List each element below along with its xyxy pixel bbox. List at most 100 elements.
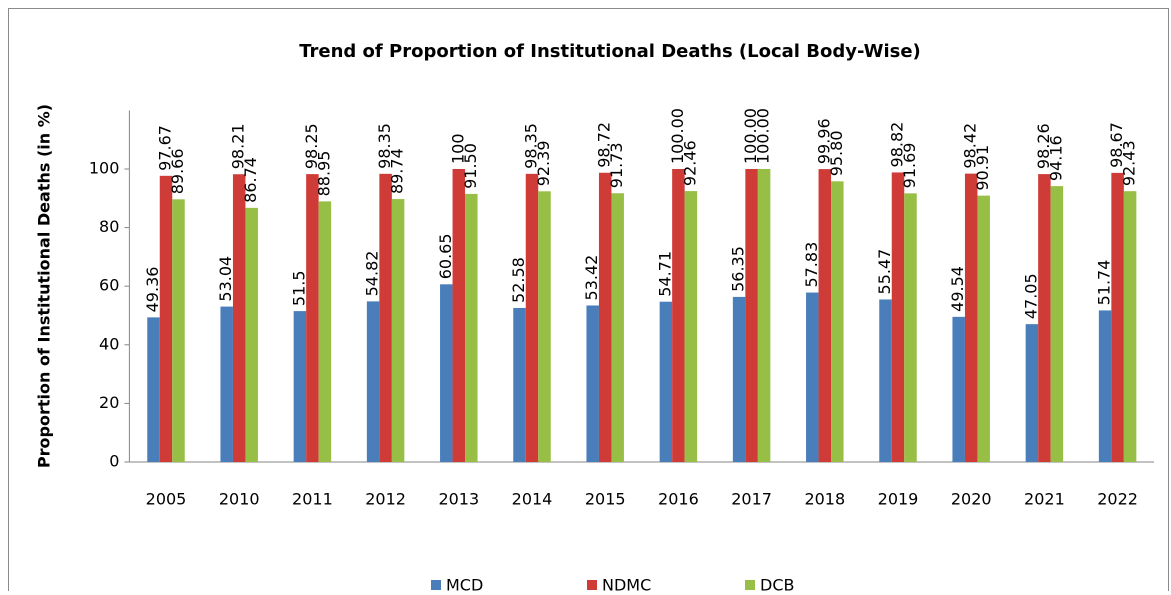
y-tick-label: 100 (89, 159, 120, 178)
data-label: 100.00 (668, 108, 687, 164)
data-label: 98.25 (302, 123, 321, 169)
data-label: 55.47 (875, 249, 894, 295)
bar (1050, 186, 1064, 462)
data-label: 95.80 (827, 130, 846, 176)
data-label: 54.82 (363, 251, 382, 297)
bar (598, 172, 612, 462)
x-tick-label: 2012 (365, 490, 406, 509)
legend-swatch (745, 580, 755, 590)
x-tick-label: 2020 (951, 490, 992, 509)
bar (757, 169, 771, 462)
y-tick-label: 80 (99, 217, 119, 236)
x-tick-label: 2014 (512, 490, 553, 509)
x-tick-label: 2011 (292, 490, 333, 509)
bar (952, 316, 965, 462)
bar (379, 173, 392, 462)
bar (1098, 310, 1112, 462)
data-label: 99.96 (814, 118, 833, 164)
data-label: 53.42 (582, 255, 601, 301)
x-tick-label: 2022 (1097, 490, 1138, 509)
legend-label: MCD (446, 576, 483, 592)
data-label: 49.36 (143, 267, 162, 313)
data-label: 54.71 (655, 251, 674, 297)
bar (586, 305, 599, 462)
data-label: 91.73 (607, 142, 626, 188)
bar (745, 169, 758, 462)
bar (904, 193, 917, 462)
data-label: 92.43 (1120, 140, 1139, 186)
y-tick-label: 20 (99, 393, 119, 412)
x-tick-label: 2021 (1024, 490, 1065, 509)
data-label: 94.16 (1046, 135, 1065, 181)
data-label: 100.00 (754, 108, 773, 164)
bar (891, 172, 905, 462)
bar (1111, 172, 1124, 462)
data-label: 92.39 (534, 140, 553, 186)
bar (465, 193, 478, 462)
bar (818, 169, 832, 463)
data-label: 51.5 (289, 270, 308, 306)
x-tick-label: 2005 (146, 490, 187, 509)
legend-swatch (431, 580, 441, 590)
data-label: 100 (448, 133, 467, 164)
data-label: 89.74 (388, 148, 407, 194)
bar (879, 299, 892, 462)
legend-label: NDMC (602, 576, 651, 592)
bar (1025, 324, 1039, 462)
bar (659, 301, 673, 462)
legend-label: DCB (760, 576, 794, 592)
bar (306, 174, 319, 462)
data-label: 98.82 (888, 122, 907, 168)
bar (245, 207, 258, 462)
data-label: 98.35 (522, 123, 541, 169)
data-label: 98.72 (595, 122, 614, 168)
bar (611, 193, 624, 463)
bar (831, 181, 844, 462)
data-label: 98.35 (375, 123, 394, 169)
data-label: 91.50 (461, 143, 480, 189)
data-label: 92.46 (680, 140, 699, 186)
y-tick-label: 60 (99, 276, 119, 295)
x-tick-label: 2016 (658, 490, 699, 509)
data-label: 86.74 (241, 157, 260, 203)
bar (732, 296, 746, 462)
bar (147, 317, 160, 462)
bar (525, 173, 539, 462)
legend-swatch (587, 580, 597, 590)
x-tick-label: 2013 (438, 490, 479, 509)
bar (684, 191, 698, 462)
data-label: 90.91 (973, 145, 992, 191)
data-label: 47.05 (1021, 273, 1040, 319)
data-label: 49.54 (948, 266, 967, 312)
y-tick-label: 40 (99, 334, 119, 353)
chart-title: Trend of Proportion of Institutional Dea… (299, 41, 921, 62)
data-label: 60.65 (436, 233, 455, 279)
x-tick-label: 2017 (731, 490, 772, 509)
bar (538, 191, 551, 462)
bar (806, 292, 819, 462)
bar (172, 199, 185, 462)
data-label: 97.67 (156, 125, 175, 171)
x-tick-label: 2018 (804, 490, 845, 509)
data-label: 98.42 (961, 123, 980, 169)
data-label: 98.21 (229, 123, 248, 169)
bar (452, 169, 466, 462)
bar (440, 284, 453, 462)
data-label: 57.83 (802, 242, 821, 288)
data-label: 52.58 (509, 257, 528, 303)
y-tick-label: 0 (109, 452, 119, 471)
bar (672, 169, 685, 462)
x-tick-label: 2019 (878, 490, 919, 509)
data-label: 100.00 (741, 108, 760, 164)
bar (1123, 191, 1137, 462)
bar (232, 174, 246, 463)
x-tick-label: 2015 (585, 490, 626, 509)
bar (366, 301, 380, 462)
data-label: 56.35 (729, 246, 748, 292)
data-label: 91.69 (900, 143, 919, 189)
y-axis-label: Proportion of Institutional Deaths (in %… (35, 104, 54, 468)
data-label: 53.04 (216, 256, 235, 302)
bar (391, 199, 405, 462)
bar (964, 173, 978, 462)
